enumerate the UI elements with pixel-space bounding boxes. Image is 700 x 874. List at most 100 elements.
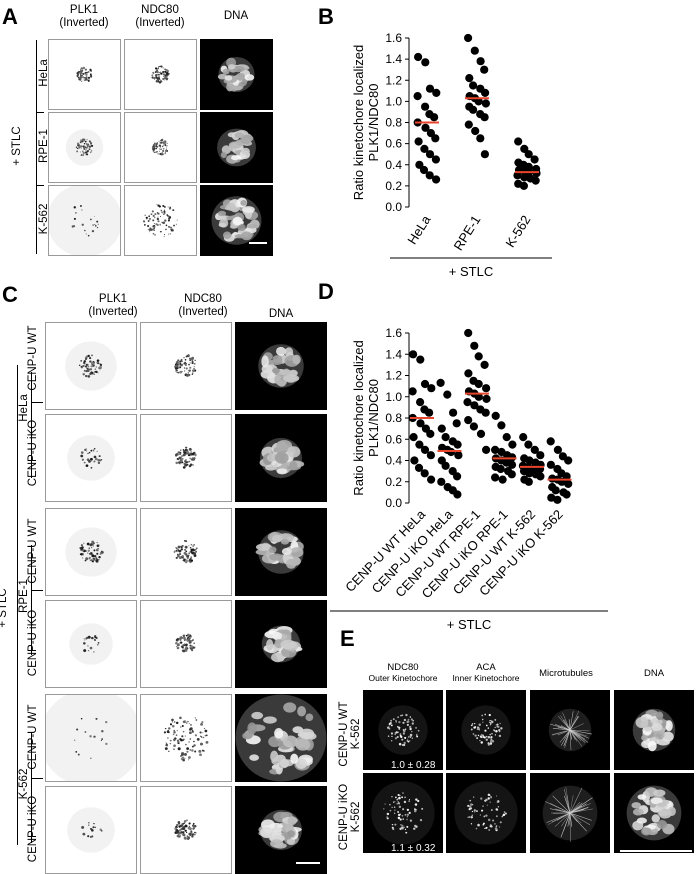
panel-c-image-plk1 xyxy=(45,322,137,410)
panel-a-label: A xyxy=(2,6,18,28)
panel-c-image-dna xyxy=(235,508,327,596)
panel-d-data-point xyxy=(564,456,572,464)
panel-d-y-tick-label: 0.2 xyxy=(385,475,402,489)
panel-b-data-point xyxy=(432,175,440,183)
panel-b-data-point xyxy=(471,47,479,55)
panel-d-data-point xyxy=(554,446,562,454)
panel-b-data-point xyxy=(471,127,479,135)
panel-c-cellline-hela: HeLa xyxy=(18,390,30,426)
panel-b-y-tick-label: 1.2 xyxy=(385,73,402,87)
panel-d-data-point xyxy=(426,430,434,438)
panel-d-data-point xyxy=(524,441,532,449)
panel-c-image-plk1 xyxy=(45,600,137,688)
panel-b-group-label: + STLC xyxy=(449,264,493,279)
panel-a-bracket-line xyxy=(36,40,37,254)
panel-d-data-point xyxy=(416,398,424,406)
panel-d-data-point xyxy=(454,451,462,459)
panel-d-y-tick-label: 0.8 xyxy=(385,411,402,425)
panel-a-image-dna xyxy=(200,112,273,183)
panel-a-row-label-k562: K-562 xyxy=(38,196,50,242)
panel-e-header-sub: Outer Kinetochore xyxy=(369,673,438,683)
panel-d-data-point xyxy=(477,430,485,438)
panel-c-image-ndc80 xyxy=(140,600,232,688)
panel-d-data-point xyxy=(470,342,478,350)
panel-c-scale-bar xyxy=(296,862,320,864)
panel-a-image-ndc80 xyxy=(124,185,197,256)
panel-d-data-point xyxy=(410,456,418,464)
panel-c-image-plk1 xyxy=(45,414,137,502)
panel-c-image-ndc80 xyxy=(140,508,232,596)
panel-d-data-point xyxy=(453,419,461,427)
panel-a-image-dna xyxy=(200,39,273,110)
panel-d-data-point xyxy=(443,391,451,399)
panel-c-k562-line xyxy=(31,733,32,843)
panel-d-data-point xyxy=(499,476,507,484)
panel-d-data-point xyxy=(503,433,511,441)
panel-b-label: B xyxy=(318,6,334,28)
panel-a-header-plk1: PLK1 (Inverted) xyxy=(48,4,120,30)
panel-e-header-title: ACA xyxy=(476,662,496,673)
panel-b-x-tick-label: K-562 xyxy=(502,213,533,250)
panel-d-data-point xyxy=(447,448,455,456)
panel-a-row-label-rpe1: RPE-1 xyxy=(38,123,50,169)
panel-c-image-plk1 xyxy=(45,694,137,782)
panel-d-group-label: + STLC xyxy=(447,617,491,632)
panel-e-image-aca xyxy=(446,690,526,770)
panel-c-image-dna xyxy=(235,600,327,688)
panel-d-data-point xyxy=(464,369,472,377)
panel-d-data-point xyxy=(427,384,435,392)
panel-e-row-label-wt: CENP-U WT K-562 xyxy=(338,699,362,769)
panel-b-data-point xyxy=(465,74,473,82)
panel-d-data-point xyxy=(421,469,429,477)
panel-d-data-point xyxy=(470,422,478,430)
panel-d-data-point xyxy=(563,490,571,498)
panel-e-label: E xyxy=(340,628,355,650)
panel-c-hela-line xyxy=(31,372,32,478)
panel-a-image-plk1 xyxy=(48,39,121,110)
panel-d-data-point xyxy=(425,409,433,417)
panel-a-image-ndc80 xyxy=(124,39,197,110)
panel-a-scale-bar xyxy=(249,242,267,244)
panel-b-data-point xyxy=(531,155,539,163)
panel-e-row-label-iko: CENP-U iKO K-562 xyxy=(338,782,362,852)
panel-d-data-point xyxy=(536,472,544,480)
panel-c-row-label: CENP-U WT xyxy=(27,323,39,393)
panel-b-data-point xyxy=(432,89,440,97)
panel-c-image-dna xyxy=(235,322,327,410)
panel-d-y-tick-label: 1.6 xyxy=(385,326,402,340)
panel-e-image-ndc80 xyxy=(363,690,443,770)
panel-c-cellline-rpe1: RPE-1 xyxy=(18,573,30,619)
panel-d-data-point xyxy=(508,441,516,449)
panel-b-x-tick-label: HeLa xyxy=(404,212,434,247)
panel-d-data-point xyxy=(438,425,446,433)
panel-d-data-point xyxy=(491,473,499,481)
panel-c-divider xyxy=(31,402,43,403)
panel-b-y-tick-label: 0.4 xyxy=(385,158,402,172)
panel-e-header-microtubules: Microtubules xyxy=(526,668,606,679)
panel-d-data-point xyxy=(409,387,417,395)
panel-d-y-tick-label: 0.0 xyxy=(385,496,402,510)
panel-d-data-point xyxy=(437,478,445,486)
panel-c-image-ndc80 xyxy=(140,786,232,874)
panel-b-data-point xyxy=(421,58,429,66)
panel-c-divider xyxy=(31,590,43,591)
panel-c-label: C xyxy=(2,284,18,306)
panel-e-header-sub: Inner Kinetochore xyxy=(452,673,519,683)
panel-d-data-point xyxy=(427,451,435,459)
panel-d-y-tick-label: 1.2 xyxy=(385,369,402,383)
panel-d-data-point xyxy=(454,441,462,449)
panel-c-image-dna xyxy=(235,786,327,874)
panel-e-image-aca xyxy=(446,773,526,853)
panel-d-data-point xyxy=(442,433,450,441)
panel-d-data-point xyxy=(475,380,483,388)
panel-b-y-tick-label: 1.4 xyxy=(385,52,402,66)
panel-a-image-ndc80 xyxy=(124,112,197,183)
panel-d-data-point xyxy=(481,361,489,369)
panel-b-data-point xyxy=(464,34,472,42)
panel-d-data-point xyxy=(482,446,490,454)
panel-e-header-title: NDC80 xyxy=(387,662,418,673)
panel-a-row-divider xyxy=(36,185,44,186)
